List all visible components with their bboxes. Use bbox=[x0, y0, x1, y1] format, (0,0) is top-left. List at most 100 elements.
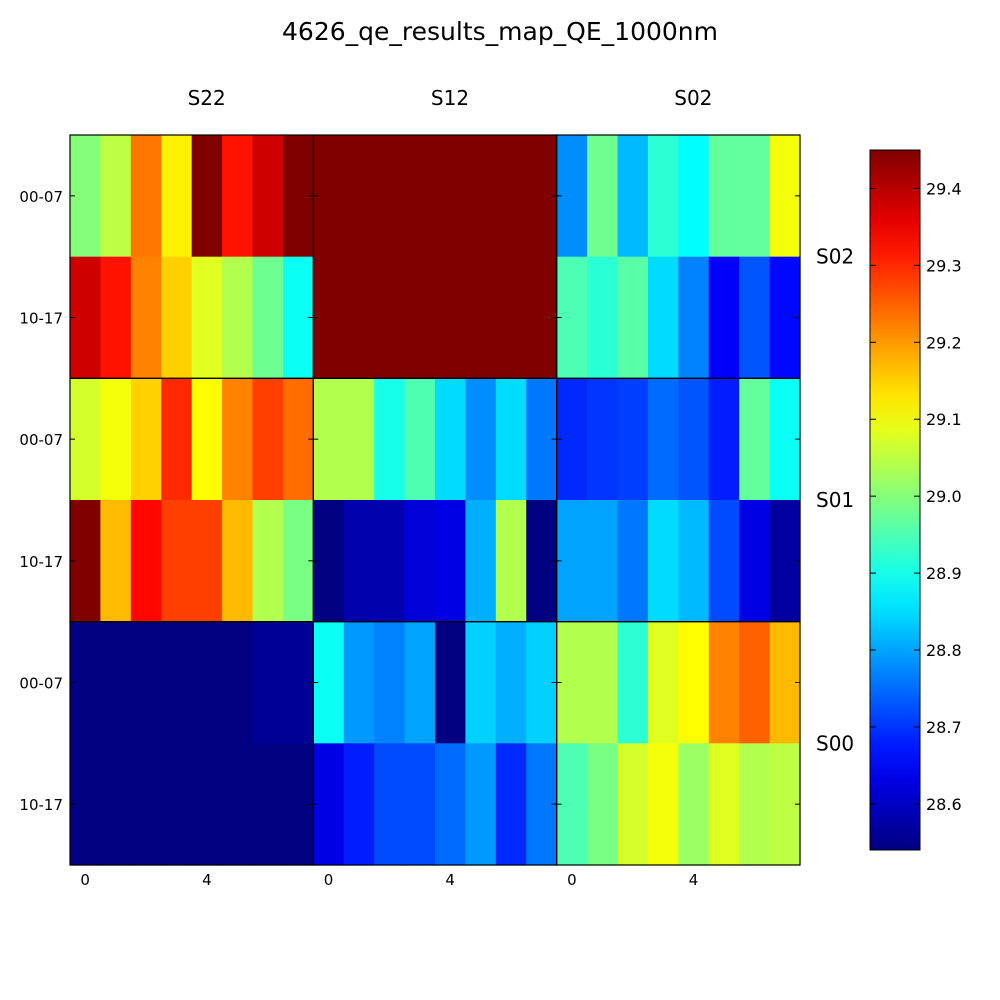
heatmap-cell bbox=[343, 743, 375, 866]
heatmap-cell bbox=[343, 378, 375, 501]
heatmap-cell bbox=[161, 743, 193, 866]
heatmap-cell bbox=[587, 135, 619, 258]
heatmap-cell bbox=[130, 621, 162, 744]
heatmap-cell bbox=[161, 621, 193, 744]
heatmap-cell bbox=[191, 256, 223, 379]
row-label: 10-17 bbox=[19, 553, 63, 571]
heatmap-cell bbox=[647, 135, 679, 258]
heatmap-cell bbox=[465, 621, 497, 744]
heatmap-cell bbox=[100, 500, 132, 623]
heatmap-cell bbox=[252, 621, 284, 744]
colorbar-tick-label: 28.8 bbox=[926, 641, 962, 660]
colorbar-tick-label: 28.6 bbox=[926, 795, 962, 814]
row-panel-label: S00 bbox=[816, 731, 854, 755]
heatmap-cell bbox=[495, 621, 527, 744]
heatmap-cell bbox=[252, 500, 284, 623]
heatmap-cell bbox=[404, 621, 436, 744]
row-panel-labels: S02 S01 S00 bbox=[816, 245, 854, 756]
heatmap-cell bbox=[222, 500, 254, 623]
heatmap-cell bbox=[678, 621, 710, 744]
column-panel-label: S02 bbox=[674, 86, 712, 110]
heatmap-cell bbox=[70, 743, 102, 866]
heatmap-cell bbox=[739, 743, 771, 866]
x-tick-label: 4 bbox=[689, 871, 699, 889]
heatmap-cell bbox=[313, 256, 345, 379]
heatmap-cell bbox=[100, 743, 132, 866]
heatmap-cell bbox=[647, 500, 679, 623]
heatmap-cell bbox=[313, 743, 345, 866]
chart-title: 4626_qe_results_map_QE_1000nm bbox=[282, 17, 718, 46]
heatmap-cell bbox=[313, 378, 345, 501]
heatmap-cell bbox=[587, 500, 619, 623]
heatmap-cell bbox=[556, 500, 588, 623]
row-label: 10-17 bbox=[19, 796, 63, 814]
heatmap-cell bbox=[313, 135, 345, 258]
heatmap-cell bbox=[191, 743, 223, 866]
colorbar-tick-label: 28.9 bbox=[926, 564, 962, 583]
heatmap-cell bbox=[70, 135, 102, 258]
column-panel-label: S12 bbox=[431, 86, 469, 110]
heatmap-cell bbox=[435, 743, 467, 866]
heatmap-cell bbox=[587, 256, 619, 379]
heatmap-cell bbox=[678, 378, 710, 501]
colorbar-tick-label: 29.2 bbox=[926, 333, 962, 352]
heatmap-cell bbox=[404, 743, 436, 866]
x-tick-label: 0 bbox=[80, 871, 90, 889]
heatmap-cell bbox=[647, 743, 679, 866]
heatmap-cell bbox=[556, 378, 588, 501]
heatmap-cell bbox=[435, 621, 467, 744]
colorbar-tick-label: 28.7 bbox=[926, 718, 962, 737]
heatmap-cell bbox=[70, 621, 102, 744]
heatmap-cell bbox=[252, 135, 284, 258]
heatmap-cell bbox=[100, 621, 132, 744]
row-label: 00-07 bbox=[19, 188, 63, 206]
heatmap-cell bbox=[222, 256, 254, 379]
heatmap-cell bbox=[465, 500, 497, 623]
heatmap-cell bbox=[252, 256, 284, 379]
heatmap-cell bbox=[617, 135, 649, 258]
heatmap-cell bbox=[343, 256, 375, 379]
heatmap-cell bbox=[130, 743, 162, 866]
heatmap-cell bbox=[556, 621, 588, 744]
heatmap-cell bbox=[556, 743, 588, 866]
heatmap-cell bbox=[465, 135, 497, 258]
heatmap-cell bbox=[647, 621, 679, 744]
heatmap-cell bbox=[678, 135, 710, 258]
heatmap-cell bbox=[70, 500, 102, 623]
column-panel-labels: S22 S12 S02 bbox=[188, 86, 713, 110]
heatmap-cell bbox=[343, 500, 375, 623]
heatmap-cell bbox=[374, 135, 406, 258]
heatmap-cell bbox=[647, 256, 679, 379]
colorbar-ticks: 28.6 28.7 28.8 28.9 29.0 29.1 29.2 29.3 29.4 bbox=[870, 179, 962, 814]
heatmap-cell bbox=[343, 621, 375, 744]
heatmap-cell bbox=[739, 135, 771, 258]
heatmap-cell bbox=[222, 621, 254, 744]
heatmap-cell bbox=[587, 743, 619, 866]
heatmap-cell bbox=[678, 743, 710, 866]
heatmap-cell bbox=[435, 500, 467, 623]
x-tick-label: 0 bbox=[324, 871, 334, 889]
heatmap-cell bbox=[435, 135, 467, 258]
heatmap-cell bbox=[678, 256, 710, 379]
heatmap-cell bbox=[130, 256, 162, 379]
heatmap-cell bbox=[161, 256, 193, 379]
heatmap-cell bbox=[100, 135, 132, 258]
heatmap-cell bbox=[617, 256, 649, 379]
heatmap-cell bbox=[708, 500, 740, 623]
heatmap-cell bbox=[617, 378, 649, 501]
heatmap-cell bbox=[404, 256, 436, 379]
panel-borders bbox=[69, 134, 801, 866]
heatmap-cell bbox=[343, 135, 375, 258]
row-label: 10-17 bbox=[19, 310, 63, 328]
row-panel-label: S02 bbox=[816, 245, 854, 269]
panel-border bbox=[556, 621, 801, 866]
column-panel-label: S22 bbox=[188, 86, 226, 110]
heatmap-cell bbox=[495, 743, 527, 866]
heatmap-cell bbox=[313, 621, 345, 744]
heatmap-cell bbox=[70, 256, 102, 379]
heatmap-cell bbox=[739, 500, 771, 623]
colorbar-tick-label: 29.1 bbox=[926, 410, 962, 429]
colorbar: 28.6 28.7 28.8 28.9 29.0 29.1 29.2 29.3 29.4 bbox=[869, 149, 962, 851]
heatmap-cell bbox=[495, 135, 527, 258]
heatmap-cell bbox=[708, 378, 740, 501]
